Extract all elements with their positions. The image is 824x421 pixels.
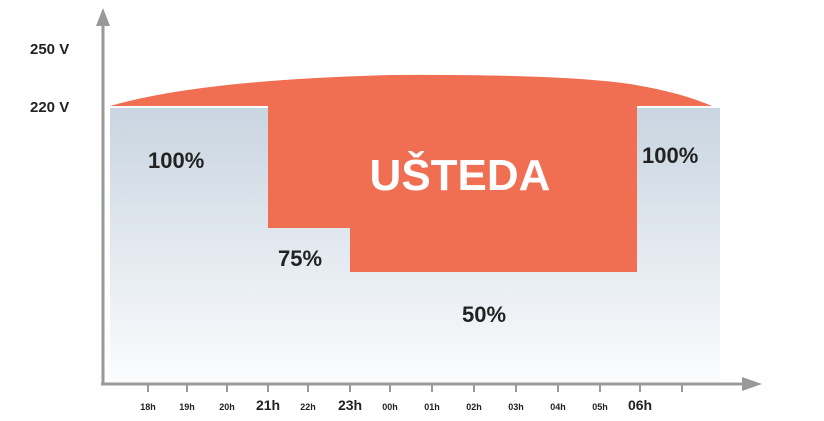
level-label: 75%	[278, 246, 322, 271]
load-area	[110, 108, 720, 383]
x-label: 02h	[466, 402, 482, 412]
y-axis-arrow	[96, 8, 110, 26]
saving-area	[110, 74, 712, 272]
x-label: 20h	[219, 402, 235, 412]
x-label: 01h	[424, 402, 440, 412]
x-label: 23h	[338, 397, 362, 413]
level-label: 100%	[642, 143, 698, 168]
x-label: 21h	[256, 397, 280, 413]
x-label: 04h	[550, 402, 566, 412]
x-ticks: 18h 19h 20h 21h 22h 23h 00h 01h 02h 03h 04h 05h 06h	[140, 384, 652, 413]
x-label: 03h	[508, 402, 524, 412]
x-label: 22h	[300, 402, 316, 412]
x-label: 06h	[628, 397, 652, 413]
x-label: 00h	[382, 402, 398, 412]
level-label: 100%	[148, 148, 204, 173]
y-label: 250 V	[30, 41, 69, 58]
x-axis-arrow	[742, 377, 762, 391]
x-label: 05h	[592, 402, 608, 412]
saving-label: UŠTEDA	[370, 149, 551, 200]
x-label: 19h	[179, 402, 195, 412]
x-label: 18h	[140, 402, 156, 412]
y-label: 220 V	[30, 99, 69, 116]
level-label: 50%	[462, 302, 506, 327]
